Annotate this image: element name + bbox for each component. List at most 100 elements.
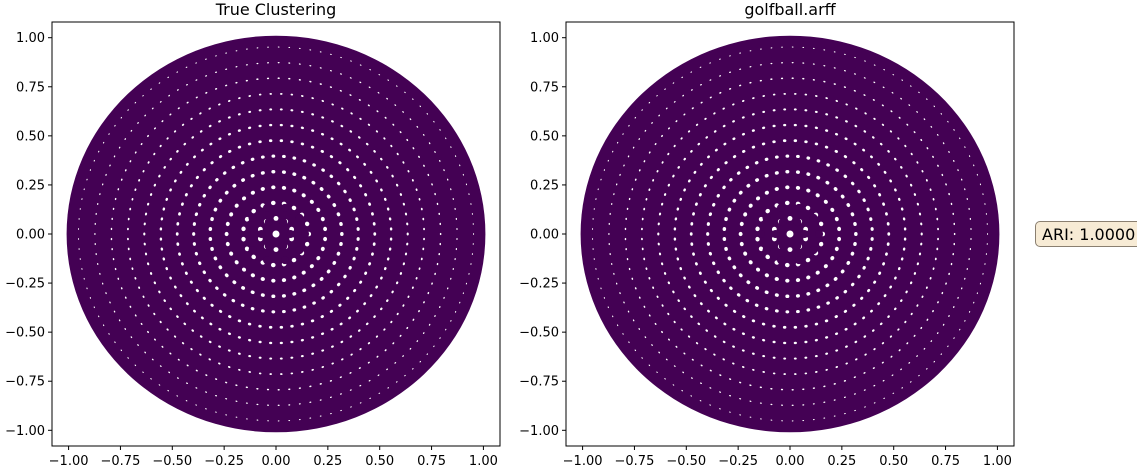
dimple-gap: [468, 272, 470, 275]
dimple-gap: [269, 92, 273, 95]
dimple-gap: [857, 274, 861, 279]
dimple-gap: [863, 94, 866, 96]
dimple-gap: [240, 161, 245, 165]
dimple-gap: [692, 212, 695, 216]
dimple-gap: [124, 296, 127, 299]
dimple-gap: [823, 417, 826, 419]
dimple-gap: [363, 162, 367, 166]
dimple-gap: [472, 233, 475, 235]
dimple-gap: [603, 297, 605, 299]
dimple-gap: [833, 383, 836, 385]
dimple-gap: [873, 384, 876, 387]
dimple-gap: [228, 315, 232, 319]
dimple-gap: [227, 366, 231, 369]
dimple-gap: [78, 218, 80, 220]
dimple-gap: [986, 223, 988, 225]
dimple-gap: [823, 65, 826, 67]
dimple-gap: [844, 53, 846, 56]
dimple-gap: [434, 272, 436, 276]
dimple-gap: [159, 365, 162, 368]
dimple-gap: [745, 298, 750, 303]
dimple-gap: [300, 322, 305, 326]
scatter-point: [263, 203, 272, 212]
dimple-gap: [111, 217, 113, 221]
dimple-gap: [625, 217, 627, 221]
dimple-gap: [937, 237, 939, 241]
dimple-gap: [151, 107, 154, 110]
dimple-gap: [292, 308, 297, 312]
dimple-gap: [608, 232, 610, 236]
dimple-gap: [921, 169, 924, 173]
dimple-gap: [357, 136, 361, 139]
dimple-gap: [883, 397, 885, 400]
dimple-gap: [301, 193, 306, 198]
dimple-gap: [823, 401, 826, 403]
dimple-gap: [79, 258, 81, 260]
dimple-gap: [814, 126, 818, 130]
dimple-gap: [751, 336, 755, 339]
dimple-gap: [292, 292, 297, 296]
dimple-gap: [386, 257, 390, 261]
dimple-gap: [454, 311, 457, 313]
dimple-gap: [411, 179, 414, 182]
dimple-gap: [833, 83, 836, 85]
dimple-gap: [367, 123, 371, 126]
dimple-gap: [795, 294, 800, 298]
dimple-gap: [371, 212, 374, 216]
dimple-gap: [889, 130, 893, 133]
dimple-gap: [349, 130, 353, 133]
dimple-gap: [643, 207, 646, 211]
dimple-gap: [609, 253, 611, 256]
dimple-gap: [321, 366, 325, 369]
dimple-gap: [937, 164, 939, 167]
dimple-gap: [205, 58, 207, 60]
dimple-gap: [392, 123, 395, 126]
dimple-gap: [290, 372, 294, 375]
dimple-gap: [120, 287, 123, 290]
dimple-gap: [319, 67, 322, 69]
dimple-gap: [697, 142, 701, 146]
dimple-gap: [953, 242, 956, 246]
dimple-gap: [823, 385, 826, 388]
dimple-gap: [120, 178, 123, 181]
dimple-gap: [834, 132, 839, 136]
dimple-gap: [945, 282, 947, 285]
dimple-gap: [161, 345, 164, 348]
dimple-gap: [399, 193, 403, 196]
dimple-gap: [708, 212, 713, 217]
dimple-gap: [738, 190, 743, 195]
dimple-gap: [356, 237, 360, 241]
scatter-point: [809, 246, 818, 255]
dimple-gap: [953, 159, 955, 162]
dimple-gap: [320, 216, 325, 222]
dimple-gap: [619, 292, 621, 295]
scatter-point: [778, 241, 787, 250]
dimple-gap: [732, 327, 736, 331]
dimple-gap: [127, 227, 129, 231]
dimple-gap: [423, 237, 425, 241]
dimple-gap: [378, 392, 381, 395]
dimple-gap: [754, 303, 759, 307]
dimple-gap: [352, 256, 356, 261]
dimple-gap: [683, 352, 686, 355]
dimple-gap: [127, 109, 129, 111]
dimple-gap: [205, 91, 208, 94]
dimple-gap: [645, 267, 648, 270]
dimple-gap: [369, 294, 373, 298]
dimple-gap: [873, 64, 876, 66]
dimple-gap: [719, 91, 722, 94]
dimple-gap: [727, 256, 732, 261]
dimple-gap: [375, 335, 379, 338]
dimple-gap: [615, 183, 618, 186]
dimple-gap: [215, 71, 218, 74]
dimple-gap: [240, 303, 245, 307]
dimple-gap: [110, 227, 113, 231]
dimple-gap: [326, 269, 331, 274]
dimple-gap: [631, 277, 634, 280]
dimple-gap: [654, 143, 657, 146]
dimple-gap: [853, 89, 856, 92]
dimple-gap: [628, 267, 631, 271]
dimple-gap: [934, 257, 937, 261]
dimple-gap: [256, 387, 259, 390]
dimple-gap: [749, 400, 752, 402]
